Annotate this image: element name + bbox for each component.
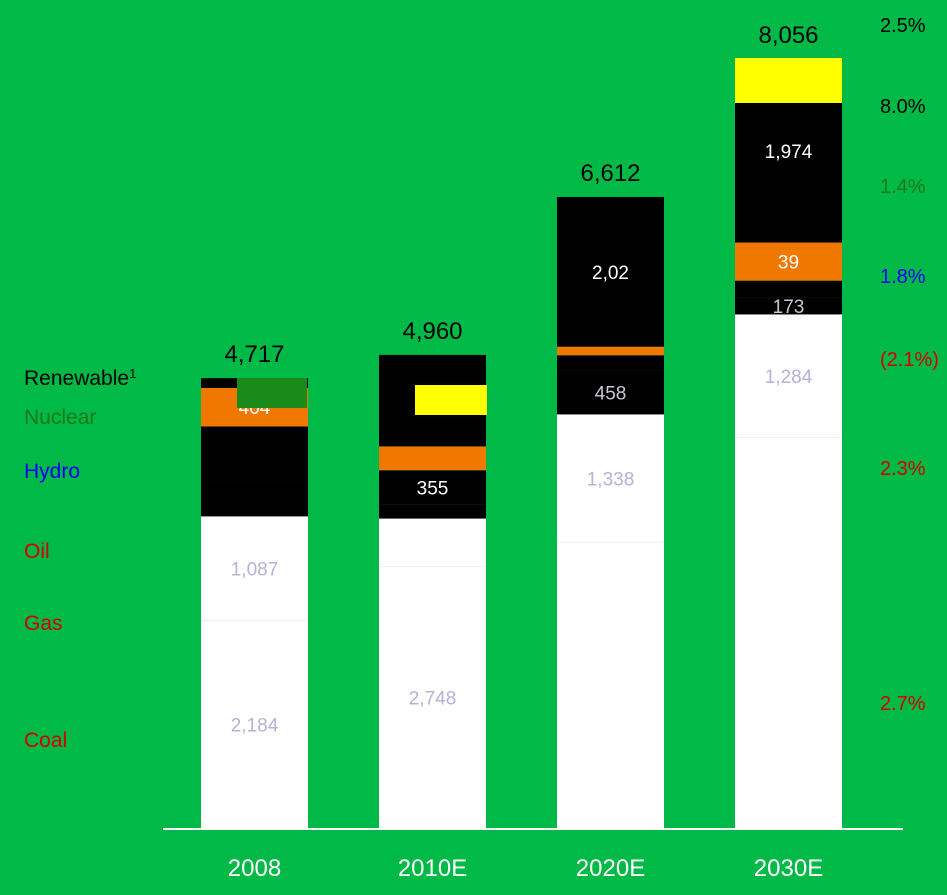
totals-group: 4,717 4,960 6,612 8,056 [224,22,818,368]
bar-gas-2030e [735,314,842,438]
bar-cap-2030e [735,58,842,103]
segment-label: 458 [595,383,627,404]
segment-label: 1,087 [231,559,279,580]
segment-label: 2,02 [592,263,629,284]
legend-oil: Oil [24,540,50,563]
bar-hydro-2030e [735,280,842,298]
bar-nuclear-2010e [379,446,486,471]
growth-rate: 2.7% [880,693,926,715]
bar-band-2010e [415,385,487,415]
bar-hydro-2008 [201,426,308,482]
total-label-2030e: 8,056 [758,22,818,49]
segment-label: 39 [778,253,799,274]
bar-gas-2010e [379,518,486,567]
bar-hydro-2020e [557,355,664,371]
bar-oil-2020e [557,370,664,415]
segment-label: 173 [773,297,805,318]
legend-hydro: Hydro [24,460,80,483]
category-label-2020e: 2020E [576,855,645,882]
legend-superscript: 1 [129,366,136,381]
growth-rate: 1.8% [880,266,926,288]
growth-rate: 8.0% [880,96,926,118]
bar-gas-2008 [201,516,308,621]
bar-band-2008 [237,378,307,408]
segment-label: 1,338 [587,469,635,490]
legend-gas: Gas [24,612,63,635]
bar-hydro-2010e [379,470,486,505]
total-label-2008: 4,717 [224,341,284,368]
category-label-2030e: 2030E [754,855,823,882]
segment-label: 2,184 [231,716,279,737]
bar-coal-2010e [379,566,486,829]
bar-renewable-2020e [557,197,664,347]
segment-label: 1,974 [765,142,813,163]
total-label-2010e: 4,960 [402,318,462,345]
bar-coal-2030e [735,437,842,829]
category-labels: 2008 2010E 2020E 2030E [228,855,823,882]
growth-rate: 2.3% [880,458,926,480]
segment-label: 2,748 [409,689,457,710]
bar-nuclear-2030e [735,242,842,281]
legend-nuclear: Nuclear [24,406,96,429]
category-label-2008: 2008 [228,855,281,882]
bar-oil-2008 [201,481,308,517]
total-label-2020e: 6,612 [580,160,640,187]
bar-oil-2010e [379,504,486,519]
growth-rates: 2.5% 8.0% 1.4% 1.8% (2.1%) 2.3% 2.7% [880,15,939,715]
legend-renewable: Renewable1 [24,366,136,391]
legend: Renewable1 Nuclear Hydro Oil Gas Coal [24,366,136,753]
legend-coal: Coal [24,729,67,752]
segment-label: 355 [417,478,449,499]
bar-coal-2020e [557,542,664,829]
bar-oil-2030e [735,297,842,315]
bar-coal-2008 [201,620,308,829]
category-label-2010e: 2010E [398,855,467,882]
growth-rate: (2.1%) [880,349,939,371]
segment-label: 1,284 [765,367,813,388]
growth-rate: 1.4% [880,176,926,198]
bar-nuclear-2020e [557,346,664,356]
bar-gas-2020e [557,414,664,543]
growth-rate: 2.5% [880,15,926,37]
